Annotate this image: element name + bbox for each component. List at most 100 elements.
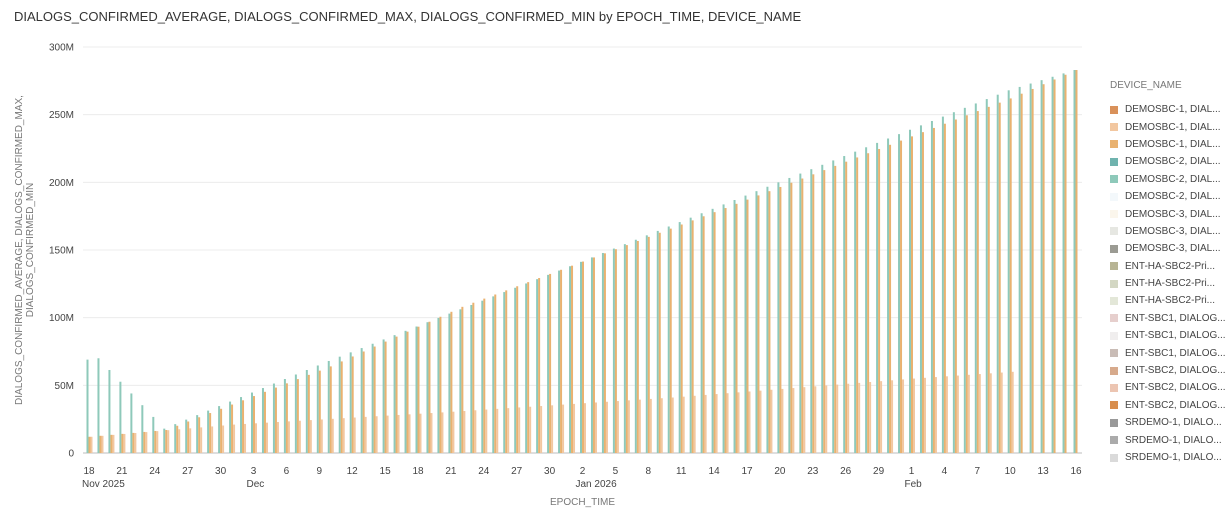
bar-max-demosbc-1	[187, 421, 190, 453]
legend-label: SRDEMO-1, DIALO...	[1125, 452, 1222, 463]
legend-item[interactable]: DEMOSBC-1, DIAL...	[1110, 101, 1227, 118]
legend-item[interactable]: ENT-SBC2, DIALOG...	[1110, 362, 1227, 379]
legend-label: SRDEMO-1, DIALO...	[1125, 417, 1222, 429]
legend-item[interactable]: ENT-HA-SBC2-Pri...	[1110, 292, 1227, 309]
legend-label: ENT-SBC1, DIALOG...	[1125, 312, 1226, 324]
legend-swatch	[1110, 279, 1118, 288]
bar-max-demosbc-1	[88, 436, 91, 453]
bar-max-demosbc-2	[393, 335, 396, 453]
legend-swatch	[1110, 453, 1118, 462]
legend-item[interactable]: ENT-HA-SBC2-Pri...	[1110, 275, 1227, 292]
bar-average-demosbc-1	[660, 398, 663, 453]
legend-item[interactable]: DEMOSBC-3, DIAL...	[1110, 240, 1227, 257]
bar-average-demosbc-1	[518, 407, 521, 453]
bar-max-demosbc-1	[603, 253, 606, 453]
legend-item[interactable]: ENT-SBC1, DIALOG...	[1110, 344, 1227, 361]
bar-max-demosbc-1	[494, 294, 497, 453]
legend-item[interactable]: SRDEMO-1, DIALO...	[1110, 414, 1227, 431]
bar-max-demosbc-1	[351, 356, 354, 453]
bar-max-demosbc-2	[152, 416, 155, 453]
legend-item[interactable]: ENT-HA-SBC2-Pri...	[1110, 258, 1227, 275]
bar-max-demosbc-2	[821, 164, 824, 453]
bar-average-demosbc-1	[408, 414, 411, 453]
legend-label: ENT-SBC1, DIALOG...	[1125, 330, 1226, 342]
legend-item[interactable]: ENT-SBC1, DIALOG...	[1110, 327, 1227, 344]
bar-max-demosbc-2	[919, 125, 922, 453]
legend-item[interactable]: DEMOSBC-3, DIAL...	[1110, 205, 1227, 222]
legend-item[interactable]: SRDEMO-1, DIALO...	[1110, 431, 1227, 448]
bar-max-demosbc-1	[954, 119, 957, 453]
legend-swatch	[1110, 436, 1118, 445]
bar-max-demosbc-2	[272, 383, 275, 453]
y-tick-label: 200M	[49, 178, 74, 189]
bar-max-demosbc-2	[766, 186, 769, 453]
legend-item[interactable]: ENT-SBC2, DIALOG...	[1110, 379, 1227, 396]
y-axis-title: DIALOGS_CONFIRMED_AVERAGE, DIALOGS_CONFI…	[14, 95, 25, 405]
legend-item[interactable]: ENT-SBC1, DIALOG...	[1110, 310, 1227, 327]
x-tick-label: 30	[215, 466, 227, 477]
legend-item[interactable]: DEMOSBC-1, DIAL...	[1110, 136, 1227, 153]
plot-area[interactable]: 0 50M 100M 150M 200M 250M 300M DIALOGS_CONFIRME…	[0, 0, 1100, 513]
bar-max-demosbc-1	[801, 178, 804, 454]
bar-max-demosbc-1	[231, 404, 234, 453]
bar-max-demosbc-1	[932, 127, 935, 453]
bar-average-demosbc-1	[584, 403, 586, 453]
bar-max-demosbc-2	[1062, 73, 1065, 453]
x-tick-label: 7	[975, 466, 981, 477]
bar-average-demosbc-1	[1011, 371, 1014, 453]
x-tick-label: 14	[709, 466, 721, 477]
bar-max-demosbc-2	[656, 230, 659, 453]
bar-average-demosbc-1	[101, 435, 104, 453]
bar-max-demosbc-1	[768, 191, 771, 453]
legend-label: DEMOSBC-1, DIAL...	[1125, 104, 1221, 116]
legend-label: ENT-SBC1, DIALOG...	[1125, 347, 1226, 359]
legend-swatch	[1110, 175, 1118, 184]
legend-item[interactable]: DEMOSBC-3, DIAL...	[1110, 223, 1227, 240]
bar-max-demosbc-1	[1031, 88, 1034, 453]
bar-average-demosbc-1	[825, 385, 828, 453]
bar-average-demosbc-1	[605, 401, 608, 453]
bar-max-demosbc-1	[625, 245, 628, 453]
x-tick-label: 21	[445, 466, 457, 477]
x-month-label: Feb	[905, 479, 923, 490]
legend-swatch	[1110, 210, 1118, 219]
bar-average-demosbc-1	[244, 423, 247, 453]
bar-max-demosbc-2	[569, 266, 572, 453]
legend-item[interactable]: ENT-SBC2, DIALOG...	[1110, 397, 1227, 414]
x-tick-label: 1	[909, 466, 915, 477]
bar-max-demosbc-2	[470, 304, 473, 453]
bar-average-demosbc-1	[945, 376, 948, 453]
y-tick-label: 0	[68, 449, 74, 460]
bar-max-demosbc-2	[952, 112, 955, 454]
x-tick-label: 26	[840, 466, 852, 477]
x-tick-label: 29	[873, 466, 885, 477]
bar-max-demosbc-1	[253, 396, 255, 453]
bar-max-demosbc-2	[108, 369, 111, 453]
bar-average-demosbc-1	[781, 388, 784, 453]
bar-max-demosbc-2	[294, 374, 297, 453]
y-tick-label: 100M	[49, 313, 74, 324]
bar-average-demosbc-1	[364, 416, 367, 453]
bar-average-demosbc-1	[978, 374, 981, 453]
bar-average-demosbc-1	[178, 429, 181, 453]
bar-average-demosbc-1	[298, 420, 301, 453]
bar-average-demosbc-1	[145, 432, 148, 453]
bar-max-demosbc-1	[1064, 74, 1067, 453]
bar-max-demosbc-1	[987, 106, 990, 453]
bar-average-demosbc-1	[540, 406, 543, 453]
legend-item[interactable]: DEMOSBC-1, DIAL...	[1110, 118, 1227, 135]
legend-item[interactable]: DEMOSBC-2, DIAL...	[1110, 171, 1227, 188]
bar-max-demosbc-2	[261, 388, 264, 453]
bar-average-demosbc-1	[726, 393, 729, 453]
legend-item[interactable]: DEMOSBC-2, DIAL...	[1110, 188, 1227, 205]
bar-max-demosbc-2	[283, 379, 286, 453]
legend-item[interactable]: SRDEMO-1, DIALO...	[1110, 449, 1227, 466]
bar-max-demosbc-2	[678, 222, 681, 453]
bar-max-demosbc-1	[647, 236, 650, 453]
bar-max-demosbc-2	[898, 134, 901, 453]
legend-swatch	[1110, 140, 1118, 149]
bar-max-demosbc-1	[450, 311, 453, 453]
legend-item[interactable]: DEMOSBC-2, DIAL...	[1110, 153, 1227, 170]
bar-max-demosbc-2	[887, 138, 890, 453]
bar-max-demosbc-2	[634, 239, 637, 453]
